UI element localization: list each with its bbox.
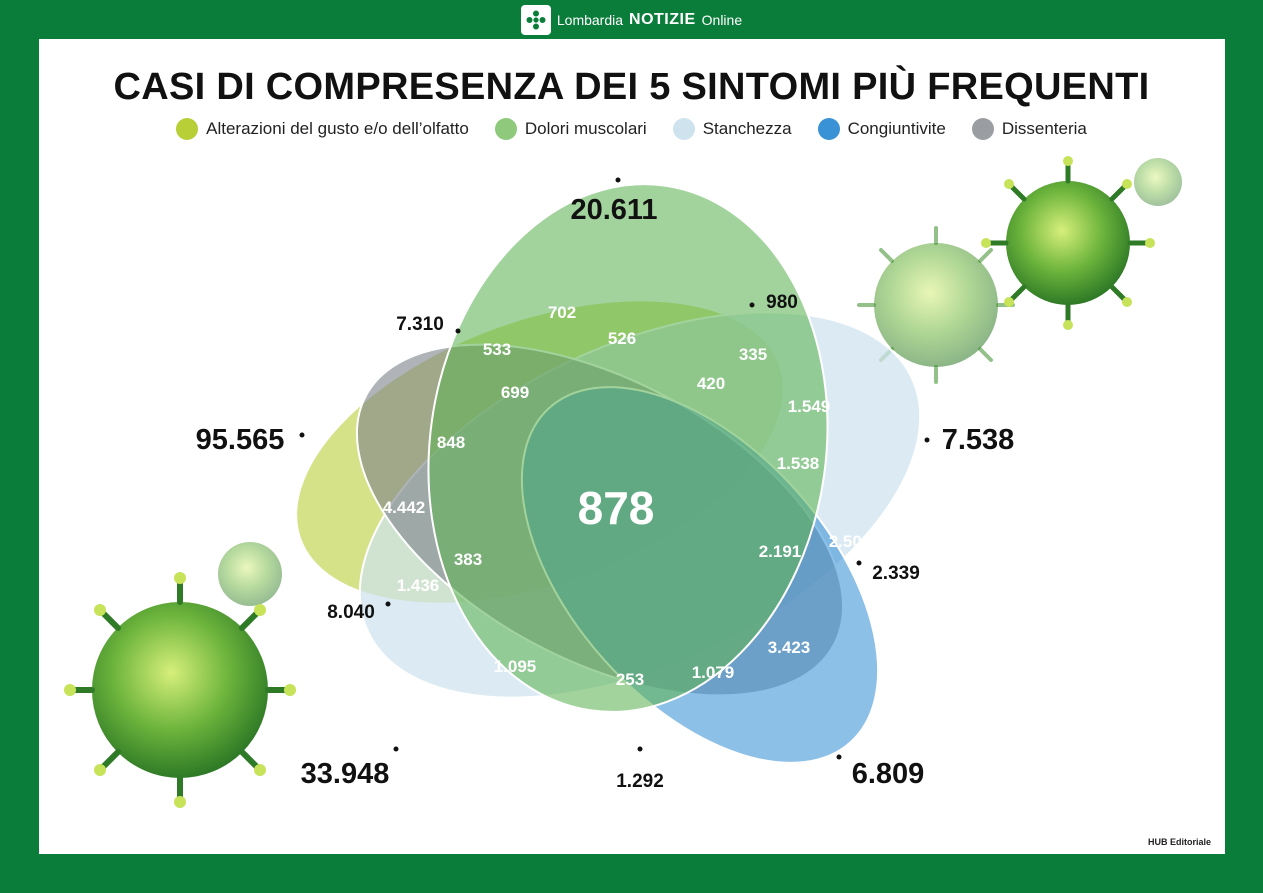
label-1549: 1.549: [788, 397, 831, 416]
dot-33948: [393, 746, 399, 752]
virus-illustration-top-right: [857, 156, 1182, 384]
dot-7538: [924, 437, 930, 443]
brand-header: Lombardia NOTIZIE Online: [0, 3, 1263, 37]
label-702: 702: [548, 303, 576, 322]
label-1436: 1.436: [397, 576, 440, 595]
legend-swatch-dolori: [494, 118, 517, 140]
legend-swatch-congiuntivite: [817, 118, 840, 140]
label-stanchezza-only: 7.538: [942, 424, 1015, 456]
legend-label-stanchezza: Stanchezza: [702, 119, 792, 138]
brand-logo-icon: [520, 5, 551, 35]
label-8040: 8.040: [327, 602, 375, 623]
label-383: 383: [454, 550, 482, 569]
petal-dolori: [427, 183, 829, 713]
dot-20611: [615, 177, 621, 183]
label-848: 848: [437, 433, 465, 452]
legend-item-stanchezza: Stanchezza: [672, 118, 792, 140]
legend-item-congiuntivite: Congiuntivite: [817, 118, 946, 140]
label-1079: 1.079: [692, 663, 735, 682]
label-7310: 7.310: [396, 314, 444, 335]
brand-prefix: Lombardia: [556, 12, 624, 28]
legend-label-dolori: Dolori muscolari: [524, 119, 647, 138]
label-335: 335: [739, 345, 767, 364]
legend-item-dolori: Dolori muscolari: [494, 118, 647, 140]
dot-6809: [836, 754, 842, 760]
label-1292: 1.292: [616, 771, 664, 792]
label-center: 878: [578, 482, 655, 534]
label-2056: 2.056: [535, 712, 578, 731]
legend-label-congiuntivite: Congiuntivite: [847, 119, 946, 138]
label-4442: 4.442: [383, 498, 426, 517]
legend-item-dissenteria: Dissenteria: [971, 118, 1087, 140]
legend-label-gusto: Alterazioni del gusto e/o dell’olfatto: [206, 119, 469, 138]
label-526: 526: [608, 329, 636, 348]
dot-1292: [637, 746, 643, 752]
legend-label-dissenteria: Dissenteria: [1001, 119, 1087, 138]
label-1538: 1.538: [777, 454, 820, 473]
label-420: 420: [697, 374, 725, 393]
dot-8040: [385, 601, 391, 607]
label-533: 533: [483, 340, 511, 359]
credit-label: HUB Editoriale: [1147, 837, 1211, 847]
label-3423: 3.423: [768, 638, 811, 657]
legend-swatch-dissenteria: [971, 118, 994, 140]
label-dissenteria-only: 33.948: [301, 758, 390, 790]
dot-2339: [856, 560, 862, 566]
label-dolori-only: 20.611: [570, 194, 657, 226]
dot-980: [749, 302, 755, 308]
label-244: 244: [611, 709, 640, 728]
leader-dots: [299, 177, 930, 760]
brand-main: NOTIZIE: [629, 11, 696, 28]
virus-illustration-bottom-left: [64, 542, 296, 808]
legend-item-gusto: Alterazioni del gusto e/o dell’olfatto: [176, 118, 469, 140]
dot-95565: [299, 432, 305, 438]
label-gusto-only: 95.565: [196, 424, 285, 456]
label-congiuntivite-only: 6.809: [852, 758, 925, 790]
page-title: CASI DI COMPRESENZA DEI 5 SINTOMI PIÙ FR…: [113, 66, 1150, 108]
label-980: 980: [766, 292, 798, 313]
label-699: 699: [501, 383, 529, 402]
brand-suffix: Online: [701, 12, 743, 28]
legend-swatch-stanchezza: [672, 118, 695, 140]
dot-7310: [455, 328, 461, 334]
label-2339: 2.339: [872, 563, 920, 584]
label-2191: 2.191: [759, 542, 802, 561]
label-1095: 1.095: [494, 657, 537, 676]
legend: Alterazioni del gusto e/o dell’olfatto D…: [0, 118, 1263, 140]
label-253: 253: [616, 670, 644, 689]
label-2508: 2.508: [829, 532, 872, 551]
legend-swatch-gusto: [176, 118, 199, 140]
